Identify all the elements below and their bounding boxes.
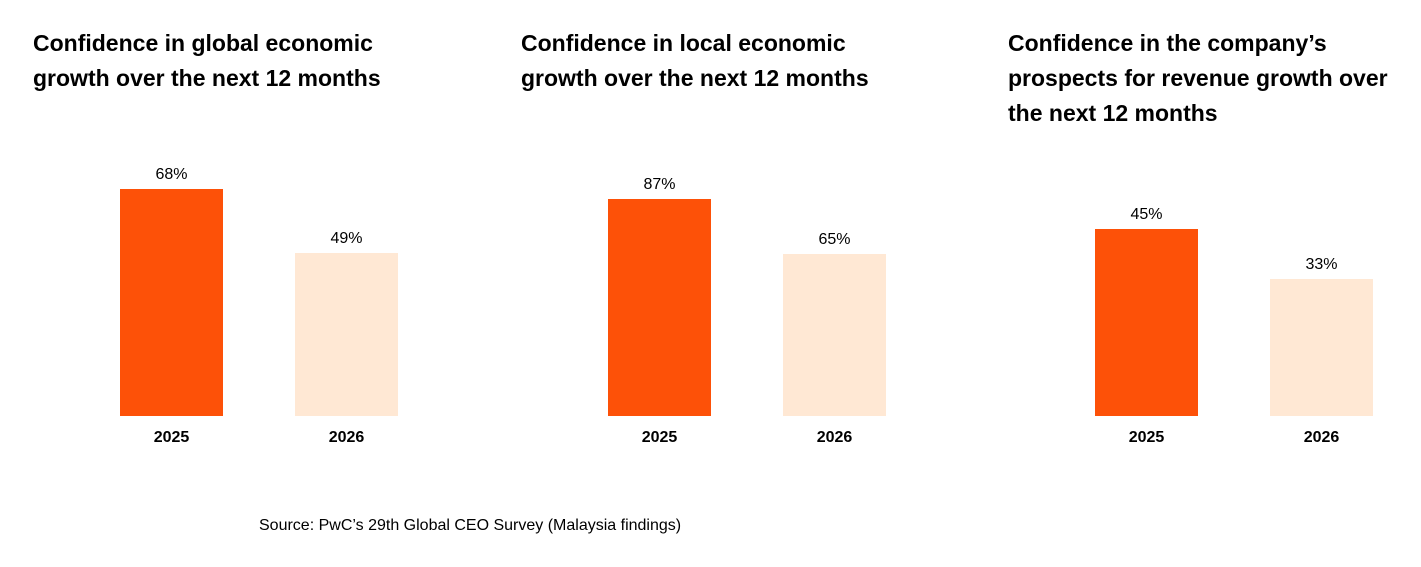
chart-title: Confidence in the company’s prospects fo… xyxy=(1008,30,1388,126)
category-label: 2026 xyxy=(816,429,853,446)
category-label: 2025 xyxy=(1128,429,1165,446)
bar-2025 xyxy=(120,189,223,416)
category-label: 2025 xyxy=(153,429,190,446)
bar-2026 xyxy=(783,253,886,416)
chart-2: Confidence in local economic growth over… xyxy=(521,0,941,470)
data-label: 49% xyxy=(330,229,363,247)
data-label: 87% xyxy=(643,175,676,193)
data-label: 65% xyxy=(818,230,851,248)
data-label: 45% xyxy=(1130,205,1163,223)
chart-title: Confidence in local economic growth over… xyxy=(521,30,869,91)
data-label: 68% xyxy=(155,166,188,184)
category-label: 2026 xyxy=(1303,429,1340,446)
source-note: Source: PwC’s 29th Global CEO Survey (Ma… xyxy=(259,517,682,534)
category-label: 2025 xyxy=(641,429,678,446)
bar-2026 xyxy=(295,252,398,416)
bar-2025 xyxy=(1095,228,1198,416)
data-label: 33% xyxy=(1305,255,1338,273)
bar-2026 xyxy=(1270,278,1373,416)
chart-1: Confidence in global economic growth ove… xyxy=(33,0,453,470)
category-label: 2026 xyxy=(328,429,365,446)
bar-2025 xyxy=(608,198,711,416)
chart-title: Confidence in global economic growth ove… xyxy=(33,30,381,91)
chart-3: Confidence in the company’s prospects fo… xyxy=(1008,0,1421,470)
